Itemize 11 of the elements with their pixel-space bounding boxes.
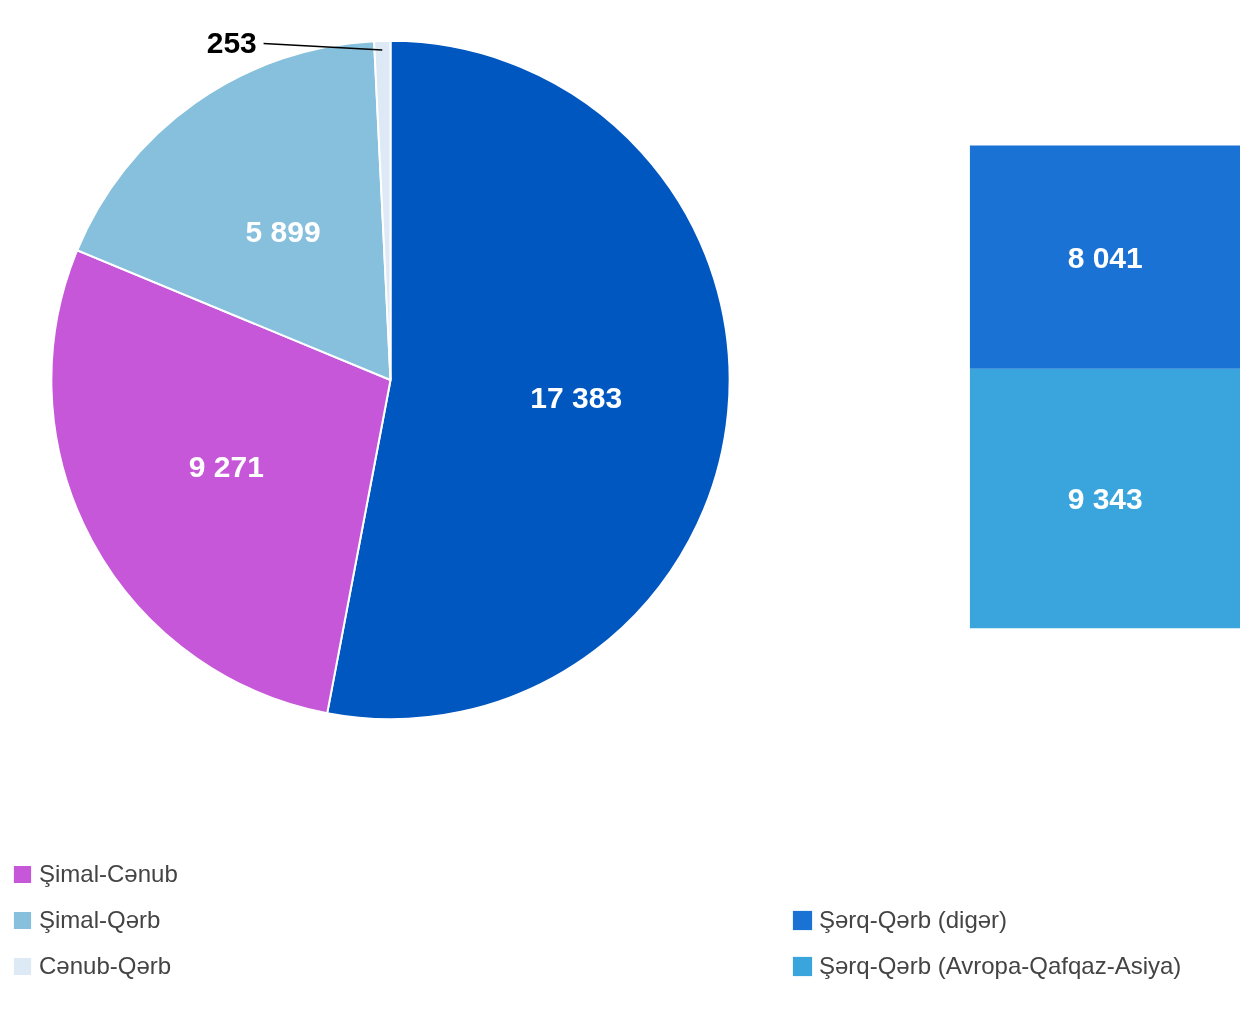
- data-label: 8 041: [1067, 240, 1143, 274]
- legend-label: Şimal-Cənub: [39, 860, 178, 888]
- legend-label: Şimal-Qərb: [39, 906, 161, 934]
- legend-label: Cənub-Qərb: [39, 952, 172, 980]
- data-label: 17 383: [530, 380, 623, 414]
- legend-label: Şərq-Qərb (digər): [819, 906, 1008, 934]
- legend-label: Şərq-Qərb (Avropa-Qafqaz-Asiya): [819, 952, 1182, 980]
- data-label: 9 271: [188, 449, 264, 483]
- data-label: 253: [206, 26, 257, 60]
- data-label: 5 899: [245, 215, 321, 249]
- data-label: 9 343: [1067, 482, 1143, 516]
